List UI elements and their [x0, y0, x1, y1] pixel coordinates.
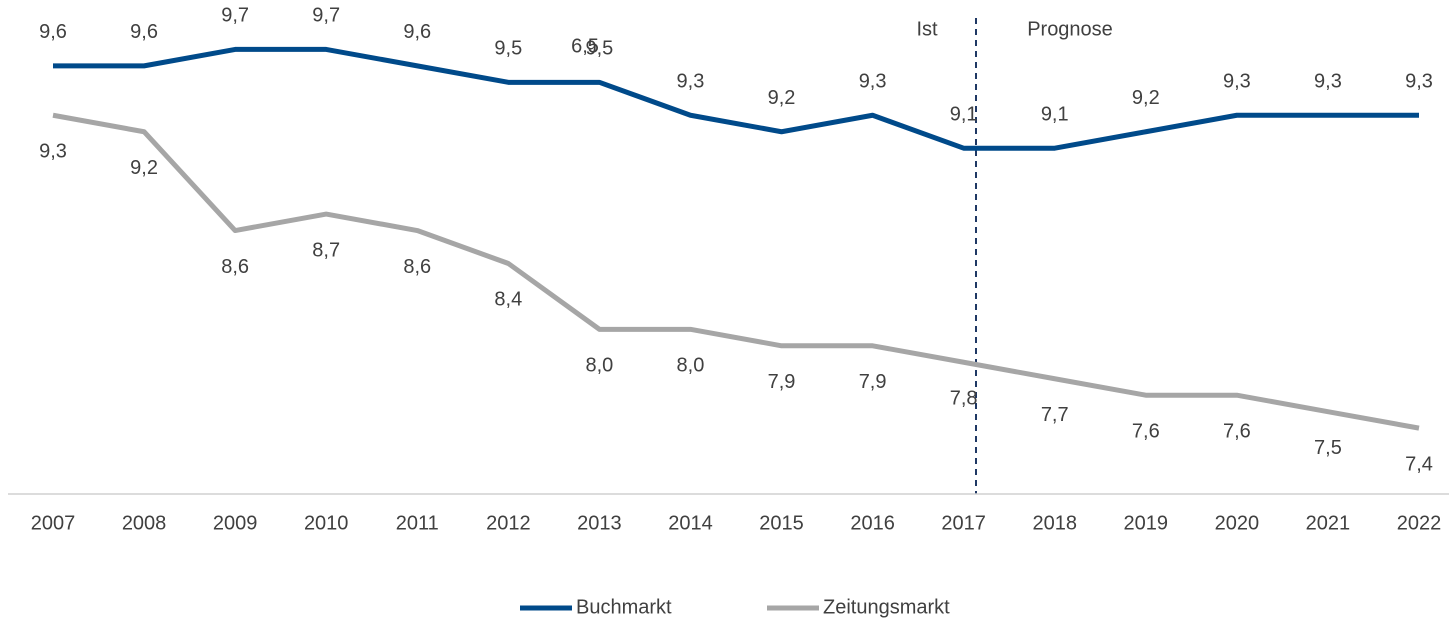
x-tick-label: 2018: [1032, 512, 1077, 534]
data-label: 9,6: [39, 21, 67, 43]
x-tick-label: 2020: [1215, 512, 1260, 534]
x-tick-label: 2015: [759, 512, 804, 534]
data-label: 7,5: [1314, 437, 1342, 459]
x-tick-label: 2012: [486, 512, 531, 534]
x-tick-label: 2019: [1124, 512, 1169, 534]
data-label: 9,3: [859, 71, 887, 93]
data-label: 9,3: [1314, 71, 1342, 93]
data-label: 8,7: [312, 239, 340, 261]
line-series: [53, 46, 1419, 151]
legend-label: Zeitungsmarkt: [823, 596, 950, 618]
x-tick-label: 2014: [668, 512, 713, 534]
data-label: 9,6: [130, 21, 158, 43]
data-label: 8,6: [403, 256, 431, 278]
x-tick-label: 2013: [577, 512, 622, 534]
data-label: 9,3: [1223, 71, 1251, 93]
x-tick-label: 2017: [941, 512, 986, 534]
data-label: 9,3: [39, 141, 67, 163]
annotation: Ist: [916, 18, 938, 40]
data-label: 9,2: [768, 87, 796, 109]
data-label: 9,5: [494, 38, 522, 60]
x-tick-label: 2022: [1397, 512, 1442, 534]
x-tick-label: 2007: [31, 512, 76, 534]
data-label: 7,6: [1223, 420, 1251, 442]
data-label: 9,3: [677, 71, 705, 93]
data-label: 9,1: [1041, 103, 1069, 125]
data-label: 8,6: [221, 256, 249, 278]
data-label: 9,5: [585, 38, 613, 60]
data-label: 7,8: [950, 388, 978, 410]
x-tick-label: 2011: [396, 512, 439, 534]
x-tick-label: 2021: [1306, 512, 1351, 534]
x-tick-label: 2010: [304, 512, 349, 534]
data-label: 9,2: [130, 157, 158, 179]
data-label: 7,7: [1041, 404, 1069, 426]
x-tick-label: 2009: [213, 512, 258, 534]
data-label: 9,1: [950, 103, 978, 125]
annotation: 6,5: [571, 35, 599, 57]
x-tick-label: 2016: [850, 512, 895, 534]
data-label: 7,9: [859, 371, 887, 393]
annotation: Prognose: [1027, 18, 1113, 40]
data-label: 9,7: [221, 5, 249, 27]
data-label: 9,6: [403, 21, 431, 43]
data-label: 7,9: [768, 371, 796, 393]
data-label: 9,3: [1405, 71, 1433, 93]
data-label: 9,7: [312, 5, 340, 27]
data-label: 7,6: [1132, 420, 1160, 442]
data-label: 9,2: [1132, 87, 1160, 109]
data-label: 7,4: [1405, 453, 1433, 475]
data-label: 8,0: [585, 355, 613, 377]
data-label: 8,4: [494, 289, 522, 311]
x-tick-label: 2008: [122, 512, 167, 534]
line-series: [52, 112, 1420, 431]
legend-label: Buchmarkt: [576, 596, 672, 618]
data-label: 8,0: [677, 355, 705, 377]
